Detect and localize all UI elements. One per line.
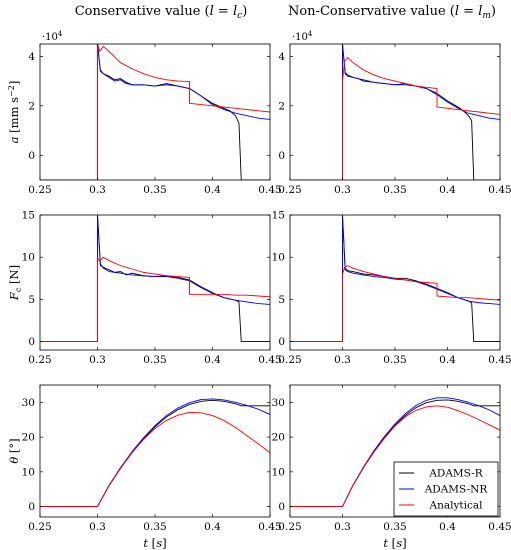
series-line-adams-nr (290, 44, 500, 180)
x-tick-label: 0.4 (439, 521, 456, 533)
x-tick-label: 0.4 (204, 184, 221, 196)
y-tick-label: 2 (278, 100, 285, 112)
axes-frame (39, 43, 271, 181)
x-tick-label: 0.45 (488, 354, 511, 366)
series-line-adams-r (40, 215, 270, 343)
y-scale-label: ·104 (42, 30, 63, 43)
x-tick-label: 0.4 (439, 354, 456, 366)
panel-2-0: 0.25 0.3 0.35 0.4 0.45 0 10 20 30 θ [°] t [s] (7, 384, 282, 550)
series-line-analytical (290, 57, 500, 180)
x-tick-label: 0.3 (334, 521, 351, 533)
x-tick-label: 0.45 (258, 184, 281, 196)
y-tick-label: 2 (28, 100, 35, 112)
x-tick-label: 0.4 (439, 184, 456, 196)
x-tick-label: 0.35 (383, 521, 406, 533)
x-tick-label: 0.35 (143, 521, 166, 533)
y-tick-label: 20 (272, 432, 285, 444)
y-tick-label: 20 (22, 432, 35, 444)
y-tick-label: 0 (28, 501, 35, 513)
axes-frame (39, 214, 271, 351)
y-tick-label: 10 (22, 252, 35, 264)
column-title-conservative: Conservative value (l = lc) (75, 4, 248, 21)
series-line-analytical (290, 405, 500, 508)
y-tick-label: 5 (278, 294, 285, 306)
x-tick-label: 0.25 (28, 521, 51, 533)
y-tick-label: 0 (28, 150, 35, 162)
y-tick-label: 30 (22, 397, 35, 409)
axes-frame (39, 384, 271, 518)
x-tick-label: 0.25 (28, 354, 51, 366)
x-tick-label: 0.25 (278, 521, 301, 533)
y-scale-label: ·104 (292, 30, 313, 43)
y-tick-label: 30 (272, 397, 285, 409)
legend-label-adams-r: ADAMS-R (428, 468, 483, 480)
x-tick-label: 0.3 (89, 184, 106, 196)
series-line-adams-r (290, 44, 500, 180)
y-tick-label: 10 (22, 466, 35, 478)
x-tick-label: 0.35 (143, 184, 166, 196)
y-tick-label: 10 (272, 466, 285, 478)
legend-label-adams-nr: ADAMS-NR (424, 484, 489, 496)
series-line-analytical (40, 411, 270, 508)
x-tick-label: 0.45 (258, 354, 281, 366)
y-tick-label: 0 (28, 336, 35, 348)
y-tick-label: 5 (28, 294, 35, 306)
series-line-analytical (40, 256, 270, 343)
series-line-adams-r (40, 44, 270, 180)
x-tick-label: 0.25 (278, 184, 301, 196)
axes-frame (289, 43, 501, 181)
legend-label-analytical: Analytical (429, 500, 484, 512)
y-tick-label: 15 (272, 210, 285, 222)
series-line-analytical (40, 44, 270, 180)
y-tick-label: 15 (22, 210, 35, 222)
panel-0-1: 0.25 0.3 0.35 0.4 0.45 0 2 4 ·104 (278, 30, 511, 196)
x-tick-label: 0.3 (89, 521, 106, 533)
series-line-adams-r (40, 399, 270, 508)
x-tick-label: 0.25 (28, 184, 51, 196)
x-tick-label: 0.35 (383, 184, 406, 196)
x-tick-label: 0.45 (488, 521, 511, 533)
y-axis-label: θ [°] (7, 438, 21, 463)
y-tick-label: 0 (278, 336, 285, 348)
x-tick-label: 0.3 (334, 184, 351, 196)
y-tick-label: 10 (272, 252, 285, 264)
y-tick-label: 0 (278, 501, 285, 513)
series-line-adams-nr (40, 215, 270, 343)
x-tick-label: 0.45 (488, 184, 511, 196)
y-axis-label: a [mm s−2] (7, 81, 21, 144)
panel-1-1: 0.25 0.3 0.35 0.4 0.45 0 5 10 15 (272, 210, 511, 367)
x-tick-label: 0.35 (143, 354, 166, 366)
x-tick-label: 0.45 (258, 521, 281, 533)
x-tick-label: 0.25 (278, 354, 301, 366)
x-axis-label: t [s] (383, 536, 406, 550)
panel-2-1: 0.25 0.3 0.35 0.4 0.45 0 10 20 30 t [s] (272, 384, 511, 550)
axes-frame (289, 214, 501, 351)
x-axis-label: t [s] (143, 536, 166, 550)
y-tick-label: 4 (28, 51, 35, 63)
x-tick-label: 0.35 (383, 354, 406, 366)
y-tick-label: 0 (278, 150, 285, 162)
series-line-adams-nr (40, 398, 270, 508)
series-line-adams-nr (40, 44, 270, 180)
x-tick-label: 0.3 (89, 354, 106, 366)
legend: ADAMS-R ADAMS-NR Analytical (393, 461, 499, 517)
x-tick-label: 0.4 (204, 521, 221, 533)
x-tick-label: 0.4 (204, 354, 221, 366)
y-tick-label: 4 (278, 51, 285, 63)
panel-0-0: 0.25 0.3 0.35 0.4 0.45 0 2 4 ·104 a [mm s−2] (7, 30, 282, 196)
panel-1-0: 0.25 0.3 0.35 0.4 0.45 0 5 10 15 Fc [N] (7, 210, 282, 367)
series-line-analytical (290, 265, 500, 343)
column-title-non-conservative: Non-Conservative value (l = lm) (288, 4, 496, 21)
y-axis-label: Fc [N] (7, 265, 23, 301)
x-tick-label: 0.3 (334, 354, 351, 366)
